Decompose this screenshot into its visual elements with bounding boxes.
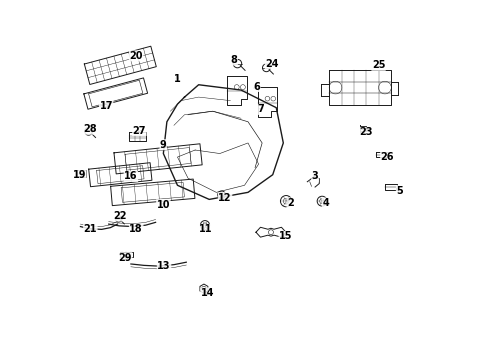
- Text: 10: 10: [156, 200, 170, 210]
- Text: 3: 3: [311, 171, 318, 181]
- Text: 20: 20: [129, 51, 142, 61]
- Text: 6: 6: [253, 81, 260, 91]
- Text: 16: 16: [124, 171, 137, 181]
- Text: 18: 18: [129, 224, 142, 234]
- Text: 4: 4: [322, 198, 328, 208]
- Text: 23: 23: [359, 127, 372, 138]
- Text: 26: 26: [380, 152, 393, 162]
- Text: 1: 1: [174, 75, 181, 85]
- Text: 17: 17: [99, 101, 113, 111]
- Text: 22: 22: [113, 211, 127, 221]
- Text: 29: 29: [118, 253, 132, 262]
- Text: 25: 25: [371, 60, 385, 70]
- Text: 24: 24: [264, 59, 278, 68]
- Text: 28: 28: [83, 124, 97, 134]
- Text: 11: 11: [199, 224, 212, 234]
- Text: 2: 2: [286, 198, 293, 208]
- Text: 7: 7: [257, 104, 264, 114]
- Text: 9: 9: [160, 140, 166, 150]
- Text: 14: 14: [200, 288, 214, 298]
- Text: 5: 5: [396, 186, 402, 195]
- Text: 21: 21: [83, 224, 97, 234]
- Text: 27: 27: [132, 126, 146, 136]
- Text: 15: 15: [279, 231, 292, 242]
- Text: 8: 8: [230, 55, 237, 65]
- Text: 19: 19: [73, 170, 86, 180]
- Text: 12: 12: [218, 193, 231, 203]
- Text: 13: 13: [157, 261, 170, 271]
